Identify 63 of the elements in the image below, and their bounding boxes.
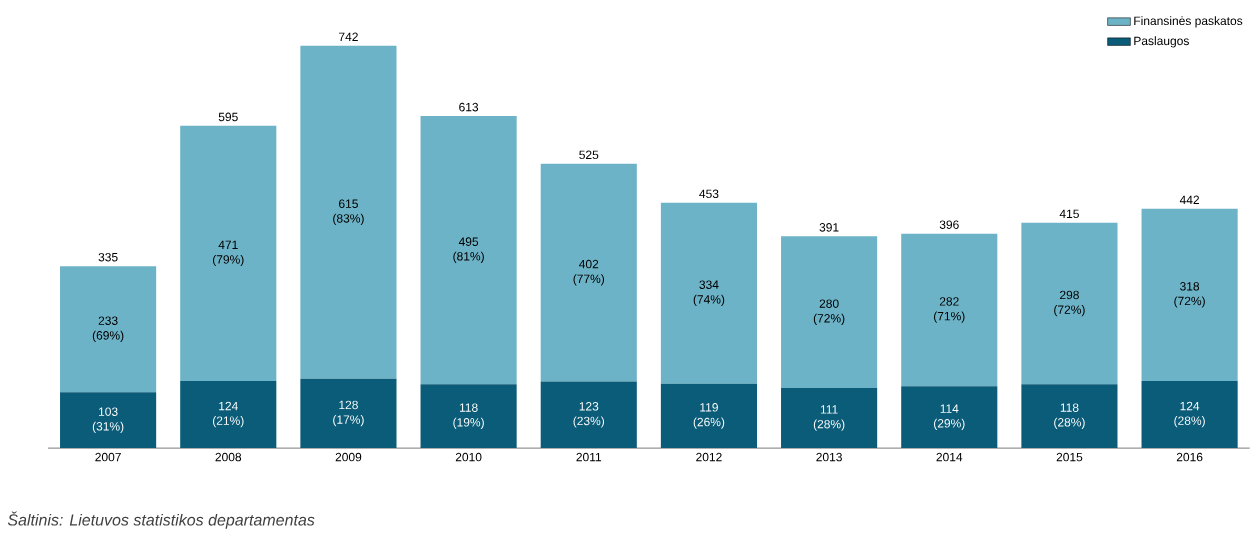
data-label: 402 (77%) bbox=[573, 259, 605, 286]
bar bbox=[300, 378, 397, 448]
data-label: 114 (29%) bbox=[934, 404, 965, 430]
bar bbox=[781, 387, 878, 448]
bar bbox=[540, 381, 637, 448]
bar bbox=[660, 202, 757, 384]
data-label: 103 (31%) bbox=[92, 407, 124, 433]
x-tick-label: 2013 bbox=[816, 452, 842, 462]
data-label: 111 (28%) bbox=[813, 405, 845, 431]
total-label: 396 bbox=[939, 220, 959, 229]
x-tick-label: 2015 bbox=[1056, 452, 1083, 462]
total-label: 595 bbox=[218, 112, 238, 121]
total-label: 525 bbox=[579, 150, 599, 159]
bar bbox=[660, 383, 757, 448]
bar bbox=[1021, 383, 1118, 448]
bar bbox=[1141, 208, 1238, 381]
bar bbox=[1141, 380, 1238, 448]
data-label: 233 (69%) bbox=[92, 316, 124, 342]
x-tick-label: 2011 bbox=[576, 452, 602, 462]
data-label: 298 (72%) bbox=[1054, 290, 1085, 317]
data-label: 282 (71%) bbox=[934, 296, 965, 323]
data-label: 118 (28%) bbox=[1054, 403, 1085, 429]
x-tick-label: 2008 bbox=[215, 452, 242, 462]
bar bbox=[60, 265, 157, 393]
data-label: 615 (83%) bbox=[333, 199, 364, 225]
data-label: 124 (21%) bbox=[213, 401, 244, 428]
data-label: 119 (26%) bbox=[693, 402, 725, 429]
data-label: 123 (23%) bbox=[573, 401, 605, 428]
data-label: 118 (19%) bbox=[453, 403, 484, 429]
bar bbox=[420, 115, 517, 384]
data-label: 128 (17%) bbox=[333, 400, 364, 426]
data-label: 334 (74%) bbox=[693, 280, 725, 306]
total-label: 335 bbox=[98, 252, 118, 262]
bar bbox=[300, 45, 397, 379]
bar bbox=[1021, 222, 1118, 384]
bar bbox=[540, 163, 637, 382]
total-label: 391 bbox=[819, 222, 839, 232]
bar bbox=[420, 383, 517, 448]
bar bbox=[60, 392, 157, 448]
total-label: 453 bbox=[699, 189, 719, 198]
x-tick-label: 2010 bbox=[455, 452, 482, 462]
x-tick-label: 2016 bbox=[1176, 452, 1203, 462]
text: Šaltinis: Lietuvos statistikos departamentas bbox=[7, 511, 315, 529]
bar bbox=[180, 380, 277, 448]
legend-label: Paslaugos bbox=[1134, 36, 1189, 48]
total-label: 742 bbox=[339, 32, 358, 41]
data-label: 280 (72%) bbox=[813, 299, 845, 325]
data-label: 495 (81%) bbox=[453, 237, 484, 263]
x-tick-label: 2009 bbox=[335, 452, 362, 462]
bar bbox=[180, 125, 277, 381]
data-label: 318 (72%) bbox=[1174, 281, 1205, 308]
x-tick-label: 2014 bbox=[936, 452, 963, 462]
data-label: 124 (28%) bbox=[1174, 401, 1205, 428]
total-label: 415 bbox=[1059, 209, 1079, 218]
x-tick-label: 2012 bbox=[696, 452, 722, 462]
total-label: 442 bbox=[1179, 195, 1199, 204]
bar bbox=[781, 236, 878, 388]
total-label: 613 bbox=[459, 102, 479, 112]
bar bbox=[901, 233, 998, 387]
x-tick-label: 2007 bbox=[95, 452, 121, 462]
legend-label: Finansinės paskatos bbox=[1134, 16, 1243, 28]
bar bbox=[901, 386, 998, 448]
data-label: 471 (79%) bbox=[213, 240, 244, 266]
